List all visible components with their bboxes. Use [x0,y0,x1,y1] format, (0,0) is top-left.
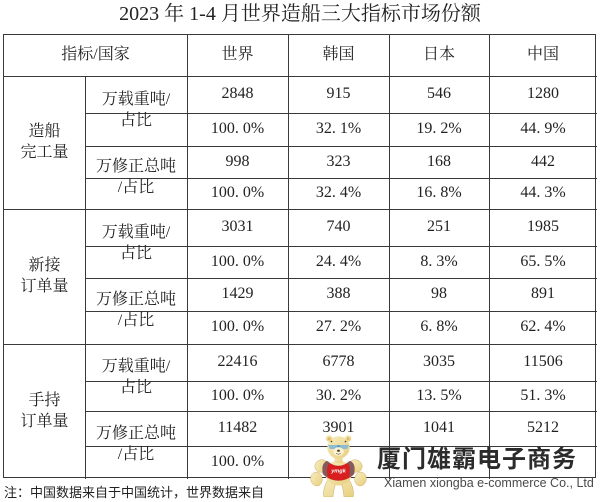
svg-text:ymgk: ymgk [330,469,347,475]
